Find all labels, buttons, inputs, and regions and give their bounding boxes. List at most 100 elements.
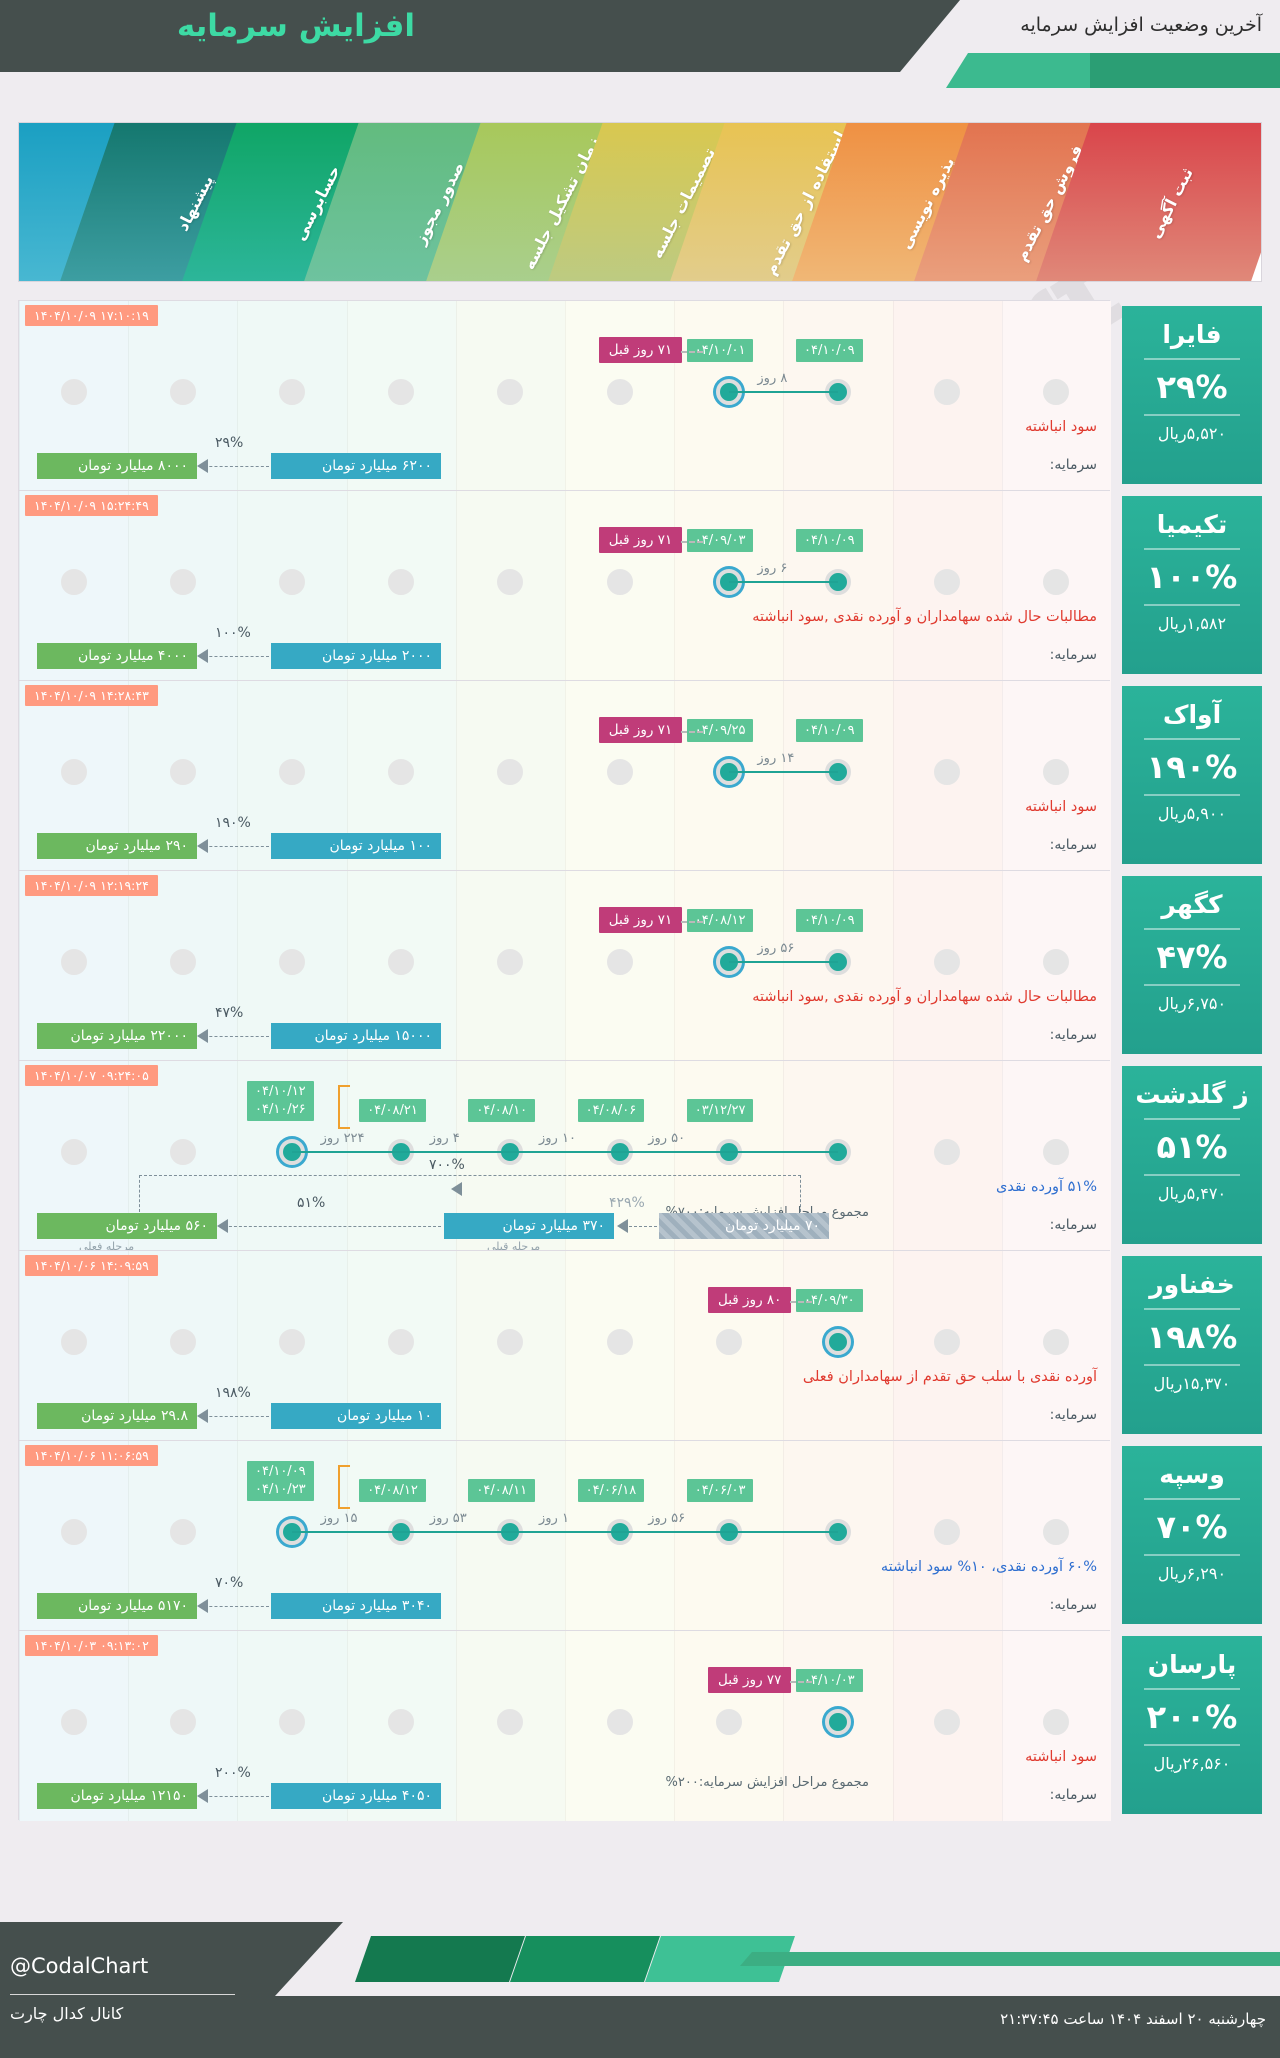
- company-name: تکیمیا: [1156, 510, 1228, 539]
- row-timeline-area: ۱۴۰۴/۱۰/۰۶ ۱۱:۰۶:۵۹ ۵۶ روز ۱ روز ۵۳ روز ۱۵ ر…: [18, 1440, 1111, 1631]
- company-price: ۶,۲۹۰ریال: [1157, 1564, 1227, 1583]
- row-timeline-area: ۱۴۰۴/۱۰/۰۹ ۱۷:۱۰:۱۹ ۸ روز ۰۴/۱۰/۰۹ ۰۴/۱۰/۰۱…: [18, 300, 1111, 491]
- company-card[interactable]: ز گلدشت ۵۱% ۵,۴۷۰ریال: [1122, 1066, 1262, 1244]
- timeline-dot: [825, 569, 851, 595]
- capital-prefix-label: سرمایه:: [1049, 1597, 1097, 1613]
- capital-prefix-label: سرمایه:: [1049, 457, 1097, 473]
- company-card[interactable]: وسپه ۷۰% ۶,۲۹۰ریال: [1122, 1446, 1262, 1624]
- timeline-gap-label: ۵۶ روز: [757, 941, 795, 956]
- timeline-gap-label: ۵۳ روز: [429, 1511, 467, 1526]
- capital-current-tag: ۸۰۰۰ میلیارد تومان: [37, 453, 197, 479]
- capital-initial-tag: ۷۰ میلیارد تومان: [659, 1213, 829, 1239]
- card-divider-2: [1144, 604, 1240, 606]
- capital-current-tag: ۵۶۰ میلیارد تومان: [37, 1213, 217, 1239]
- capital-percent: ۷۰%: [215, 1575, 244, 1591]
- capital-previous-tag: ۳۷۰ میلیارد تومان: [444, 1213, 614, 1239]
- row-note: آورده نقدی با سلب حق تقدم از سهامداران ف…: [802, 1369, 1097, 1385]
- timeline-connector: [292, 1531, 838, 1533]
- days-ago-dashes: [790, 1301, 812, 1303]
- row-timeline-area: ۱۴۰۴/۱۰/۰۳ ۰۹:۱۳:۰۲ ۰۴/۱۰/۰۳ ۷۷ روز قبل سود…: [18, 1630, 1111, 1821]
- card-divider-2: [1144, 794, 1240, 796]
- timeline-dot: [279, 1329, 305, 1355]
- capital-initial-tag: ۶۲۰۰ میلیارد تومان: [271, 453, 441, 479]
- timeline-dot: [1043, 759, 1070, 785]
- capital-percent: ۱۰۰%: [215, 625, 251, 641]
- timeline-dot: [606, 949, 633, 975]
- timeline-dot: [169, 759, 196, 785]
- timeline-gap-label: ۵۶ روز: [648, 1511, 686, 1526]
- card-divider-1: [1144, 1308, 1240, 1310]
- company-price: ۲۶,۵۶۰ریال: [1153, 1754, 1231, 1773]
- timeline-dot: [497, 1709, 524, 1735]
- capital-prefix-label: سرمایه:: [1049, 1217, 1097, 1233]
- capital-initial-tag: ۲۰۰۰ میلیارد تومان: [271, 643, 441, 669]
- timeline-dot: [715, 569, 742, 595]
- company-name: وسپه: [1159, 1460, 1225, 1489]
- timeline-dot: [60, 1139, 87, 1165]
- company-increase-percent: ۷۰%: [1156, 1508, 1228, 1546]
- capital-arrow-line: [199, 466, 269, 467]
- footer-handle[interactable]: @CodalChart: [10, 1954, 149, 1978]
- timeline-date-badge: ۰۴/۰۸/۰۶: [577, 1099, 645, 1122]
- company-row[interactable]: ۱۴۰۴/۱۰/۰۹ ۱۵:۲۴:۴۹ ۶ روز ۰۴/۱۰/۰۹ ۰۴/۰۹/۰۳…: [18, 490, 1262, 681]
- timeline-dot: [169, 1709, 196, 1735]
- company-card[interactable]: خفناور ۱۹۸% ۱۵,۳۷۰ریال: [1122, 1256, 1262, 1434]
- company-card[interactable]: تکیمیا ۱۰۰% ۱,۵۸۲ریال: [1122, 496, 1262, 674]
- timeline-dot: [1043, 1329, 1070, 1355]
- row-note: سود انباشته: [1025, 1749, 1097, 1765]
- timeline-date-badge: ۰۴/۰۸/۲۱: [359, 1099, 426, 1122]
- card-divider-1: [1144, 1688, 1240, 1690]
- company-row[interactable]: ۱۴۰۴/۱۰/۰۶ ۱۱:۰۶:۵۹ ۵۶ روز ۱ روز ۵۳ روز ۱۵ ر…: [18, 1440, 1262, 1631]
- timeline-dot: [934, 1139, 961, 1165]
- row-timeline-area: ۱۴۰۴/۱۰/۰۹ ۱۴:۲۸:۴۳ ۱۴ روز ۰۴/۱۰/۰۹ ۰۴/۰۹/۲…: [18, 680, 1111, 871]
- row-note: مطالبات حال شده سهامداران و آورده نقدی ,…: [752, 989, 1097, 1005]
- company-row[interactable]: ۱۴۰۴/۱۰/۰۳ ۰۹:۱۳:۰۲ ۰۴/۱۰/۰۳ ۷۷ روز قبل سود…: [18, 1630, 1262, 1821]
- capital-arrow-line: [619, 1226, 657, 1227]
- header-accent-light: [946, 53, 1096, 88]
- row-note: ۶۰% آورده نقدی، ۱۰% سود انباشته: [880, 1559, 1097, 1575]
- row-timestamp: ۱۴۰۴/۱۰/۰۹ ۱۷:۱۰:۱۹: [25, 305, 158, 326]
- capital-total-brace: [139, 1175, 801, 1212]
- capital-initial-tag: ۱۰ میلیارد تومان: [271, 1403, 441, 1429]
- footer-accent-bar: [740, 1952, 1280, 1966]
- company-row[interactable]: ۱۴۰۴/۱۰/۰۹ ۱۲:۱۹:۲۴ ۵۶ روز ۰۴/۱۰/۰۹ ۰۴/۰۸/۱…: [18, 870, 1262, 1061]
- capital-arrow-head: [217, 1219, 228, 1233]
- timeline-gap-label: ۱۵ روز: [320, 1511, 358, 1526]
- company-price: ۵,۵۲۰ریال: [1157, 424, 1227, 443]
- timeline-dot: [169, 1139, 196, 1165]
- timeline-connector: [728, 581, 838, 583]
- company-row[interactable]: ۱۴۰۴/۱۰/۰۶ ۱۴:۰۹:۵۹ ۰۴/۰۹/۳۰ ۸۰ روز قبل آور…: [18, 1250, 1262, 1441]
- row-timeline-area: ۱۴۰۴/۱۰/۰۹ ۱۲:۱۹:۲۴ ۵۶ روز ۰۴/۱۰/۰۹ ۰۴/۰۸/۱…: [18, 870, 1111, 1061]
- company-row[interactable]: ۱۴۰۴/۱۰/۰۷ ۰۹:۲۴:۰۵ ۵۰ روز ۱۰ روز ۴ روز ۲۲۴ …: [18, 1060, 1262, 1253]
- capital-percent-current: ۵۱%: [297, 1195, 326, 1211]
- timeline-date-badge: ۰۴/۰۸/۱۲: [686, 909, 754, 932]
- timeline-date-badge: ۰۴/۰۶/۱۸: [577, 1479, 645, 1502]
- timeline-dot: [388, 949, 415, 975]
- capital-initial-tag: ۴۰۵۰ میلیارد تومان: [271, 1783, 441, 1809]
- company-card[interactable]: کگهر ۴۷% ۶,۷۵۰ریال: [1122, 876, 1262, 1054]
- timeline-dot: [1043, 569, 1070, 595]
- company-row[interactable]: ۱۴۰۴/۱۰/۰۹ ۱۴:۲۸:۴۳ ۱۴ روز ۰۴/۱۰/۰۹ ۰۴/۰۹/۲…: [18, 680, 1262, 871]
- timeline-dot: [388, 379, 415, 405]
- company-name: کگهر: [1161, 890, 1223, 919]
- company-row[interactable]: ۱۴۰۴/۱۰/۰۹ ۱۷:۱۰:۱۹ ۸ روز ۰۴/۱۰/۰۹ ۰۴/۱۰/۰۱…: [18, 300, 1262, 491]
- company-card[interactable]: فایرا ۲۹% ۵,۵۲۰ریال: [1122, 306, 1262, 484]
- company-price: ۵,۴۷۰ریال: [1157, 1184, 1227, 1203]
- timeline-dot: [497, 1329, 524, 1355]
- company-card[interactable]: آواک ۱۹۰% ۵,۹۰۰ریال: [1122, 686, 1262, 864]
- row-timeline-area: ۱۴۰۴/۱۰/۰۷ ۰۹:۲۴:۰۵ ۵۰ روز ۱۰ روز ۴ روز ۲۲۴ …: [18, 1060, 1111, 1253]
- days-ago-badge: ۷۱ روز قبل: [598, 527, 683, 553]
- timeline-date-badge: ۰۴/۰۶/۰۳: [686, 1479, 754, 1502]
- timeline-date-badge: ۰۴/۰۸/۱۰: [468, 1099, 536, 1122]
- row-timestamp: ۱۴۰۴/۱۰/۰۶ ۱۱:۰۶:۵۹: [25, 1445, 158, 1466]
- timeline-date-badge: ۰۴/۰۸/۱۱: [468, 1479, 536, 1502]
- company-increase-percent: ۱۹۸%: [1146, 1318, 1238, 1356]
- row-note: مطالبات حال شده سهامداران و آورده نقدی ,…: [752, 609, 1097, 625]
- row-note: سود انباشته: [1025, 799, 1097, 815]
- company-increase-percent: ۱۰۰%: [1146, 558, 1238, 596]
- company-card[interactable]: پارسان ۲۰۰% ۲۶,۵۶۰ریال: [1122, 1636, 1262, 1814]
- timeline-dot: [934, 1709, 961, 1735]
- capital-percent: ۱۹۸%: [215, 1385, 251, 1401]
- card-divider-1: [1144, 1498, 1240, 1500]
- days-ago-dashes: [680, 731, 703, 733]
